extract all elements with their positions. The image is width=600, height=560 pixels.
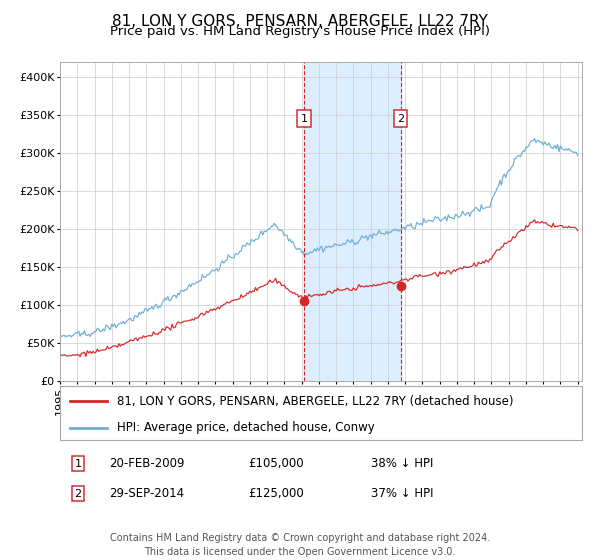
Text: 1: 1 — [301, 114, 307, 124]
Text: £105,000: £105,000 — [248, 457, 304, 470]
Text: 1: 1 — [74, 459, 82, 469]
Text: 38% ↓ HPI: 38% ↓ HPI — [371, 457, 433, 470]
Text: 2: 2 — [397, 114, 404, 124]
Text: Price paid vs. HM Land Registry's House Price Index (HPI): Price paid vs. HM Land Registry's House … — [110, 25, 490, 38]
Text: HPI: Average price, detached house, Conwy: HPI: Average price, detached house, Conw… — [118, 421, 375, 435]
Text: 2: 2 — [74, 489, 82, 499]
Text: Contains HM Land Registry data © Crown copyright and database right 2024.
This d: Contains HM Land Registry data © Crown c… — [110, 533, 490, 557]
Text: 81, LON Y GORS, PENSARN, ABERGELE, LL22 7RY: 81, LON Y GORS, PENSARN, ABERGELE, LL22 … — [112, 14, 488, 29]
Text: 20-FEB-2009: 20-FEB-2009 — [109, 457, 185, 470]
Text: 37% ↓ HPI: 37% ↓ HPI — [371, 487, 433, 501]
Bar — [304, 62, 401, 381]
Text: 81, LON Y GORS, PENSARN, ABERGELE, LL22 7RY (detached house): 81, LON Y GORS, PENSARN, ABERGELE, LL22 … — [118, 395, 514, 408]
Text: £125,000: £125,000 — [248, 487, 304, 501]
Text: 29-SEP-2014: 29-SEP-2014 — [109, 487, 185, 501]
